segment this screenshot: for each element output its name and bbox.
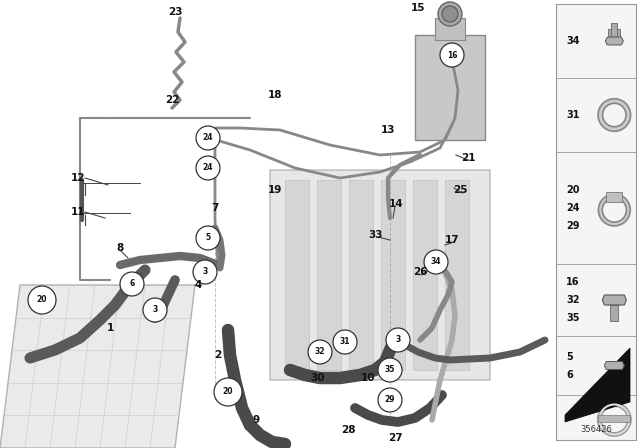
Text: 22: 22 xyxy=(164,95,179,105)
Text: 3: 3 xyxy=(152,306,157,314)
Text: 17: 17 xyxy=(445,235,460,245)
Circle shape xyxy=(378,358,402,382)
Text: 3: 3 xyxy=(566,413,573,422)
Polygon shape xyxy=(602,295,627,305)
Text: 20: 20 xyxy=(223,388,233,396)
Text: 18: 18 xyxy=(268,90,282,100)
Text: 24: 24 xyxy=(203,134,213,142)
Text: 13: 13 xyxy=(381,125,396,135)
Text: 35: 35 xyxy=(385,366,395,375)
Bar xyxy=(445,180,469,370)
Bar xyxy=(435,18,465,40)
Polygon shape xyxy=(565,348,630,422)
Text: 33: 33 xyxy=(369,230,383,240)
Circle shape xyxy=(120,272,144,296)
Text: 23: 23 xyxy=(168,7,182,17)
Text: 35: 35 xyxy=(566,313,579,323)
Text: 7: 7 xyxy=(211,203,219,213)
Text: 27: 27 xyxy=(388,433,403,443)
Text: 30: 30 xyxy=(311,373,325,383)
Text: 24: 24 xyxy=(566,203,579,213)
Text: 20: 20 xyxy=(36,296,47,305)
Text: 4: 4 xyxy=(195,280,202,290)
Bar xyxy=(415,35,485,140)
Text: 34: 34 xyxy=(431,258,441,267)
Bar xyxy=(381,180,405,370)
Text: 2: 2 xyxy=(214,350,221,360)
Circle shape xyxy=(28,286,56,314)
Text: 5: 5 xyxy=(205,233,211,242)
Circle shape xyxy=(196,126,220,150)
Text: 28: 28 xyxy=(340,425,355,435)
Circle shape xyxy=(438,2,462,26)
Text: 9: 9 xyxy=(252,415,260,425)
Text: 34: 34 xyxy=(566,36,579,46)
Text: 6: 6 xyxy=(129,280,134,289)
Circle shape xyxy=(143,298,167,322)
Text: 6: 6 xyxy=(566,370,573,379)
Polygon shape xyxy=(605,37,623,45)
Circle shape xyxy=(424,250,448,274)
Text: 12: 12 xyxy=(71,173,85,183)
Polygon shape xyxy=(604,362,625,370)
Circle shape xyxy=(193,260,217,284)
Text: 26: 26 xyxy=(413,267,428,277)
Text: 24: 24 xyxy=(203,164,213,172)
Text: 356426: 356426 xyxy=(580,426,612,435)
Bar xyxy=(611,305,618,321)
Text: 29: 29 xyxy=(566,221,579,231)
Text: 16: 16 xyxy=(566,277,579,287)
Bar xyxy=(611,23,618,37)
Text: 32: 32 xyxy=(566,295,579,305)
Text: 10: 10 xyxy=(361,373,375,383)
Bar xyxy=(270,170,490,380)
Bar xyxy=(609,29,620,37)
Bar xyxy=(317,180,341,370)
Bar xyxy=(285,180,309,370)
Bar xyxy=(556,4,636,440)
Text: 25: 25 xyxy=(452,185,467,195)
Text: 31: 31 xyxy=(340,337,350,346)
Circle shape xyxy=(308,340,332,364)
Text: 32: 32 xyxy=(315,348,325,357)
Text: 16: 16 xyxy=(447,51,457,60)
Polygon shape xyxy=(0,285,195,448)
Text: 5: 5 xyxy=(566,352,573,362)
Text: 31: 31 xyxy=(566,110,579,120)
Text: 19: 19 xyxy=(268,185,282,195)
Circle shape xyxy=(333,330,357,354)
Text: 1: 1 xyxy=(106,323,114,333)
Circle shape xyxy=(196,156,220,180)
Bar xyxy=(349,180,373,370)
Circle shape xyxy=(386,328,410,352)
Text: 3: 3 xyxy=(202,267,207,276)
Bar xyxy=(611,370,618,383)
Text: 21: 21 xyxy=(461,153,476,163)
Circle shape xyxy=(442,6,458,22)
Circle shape xyxy=(196,226,220,250)
Text: 11: 11 xyxy=(71,207,85,217)
Text: 29: 29 xyxy=(385,396,396,405)
Circle shape xyxy=(214,378,242,406)
Text: 14: 14 xyxy=(388,199,403,209)
Text: 8: 8 xyxy=(116,243,124,253)
Text: 3: 3 xyxy=(396,336,401,345)
Circle shape xyxy=(440,43,464,67)
Bar xyxy=(413,180,437,370)
Text: 15: 15 xyxy=(411,3,425,13)
Text: 20: 20 xyxy=(566,185,579,195)
Bar xyxy=(606,192,622,202)
Circle shape xyxy=(378,388,402,412)
Bar xyxy=(598,415,630,422)
